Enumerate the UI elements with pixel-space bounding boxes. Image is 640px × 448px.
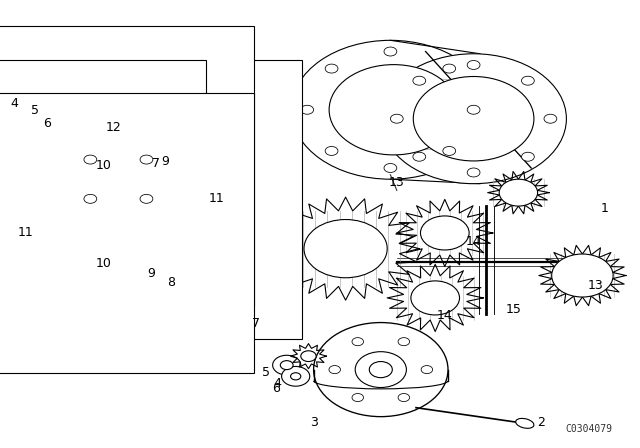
Circle shape xyxy=(413,76,426,85)
Circle shape xyxy=(413,152,426,161)
Text: 10: 10 xyxy=(96,159,111,172)
Ellipse shape xyxy=(499,179,538,206)
Ellipse shape xyxy=(40,125,68,144)
Text: 3: 3 xyxy=(310,415,317,429)
Circle shape xyxy=(329,366,340,374)
Circle shape xyxy=(352,338,364,346)
Circle shape xyxy=(84,155,97,164)
Ellipse shape xyxy=(314,323,448,417)
Circle shape xyxy=(390,114,403,123)
FancyBboxPatch shape xyxy=(0,60,302,339)
Text: 9: 9 xyxy=(161,155,169,168)
Circle shape xyxy=(15,116,30,126)
Text: 4: 4 xyxy=(10,97,18,111)
Circle shape xyxy=(72,223,152,279)
Circle shape xyxy=(291,373,301,380)
Circle shape xyxy=(147,161,179,184)
Circle shape xyxy=(467,105,480,114)
Circle shape xyxy=(100,167,136,192)
FancyBboxPatch shape xyxy=(0,60,206,339)
Ellipse shape xyxy=(282,366,310,386)
Text: 4: 4 xyxy=(274,376,282,390)
Text: 12: 12 xyxy=(106,121,122,134)
Text: 14: 14 xyxy=(437,309,452,323)
Circle shape xyxy=(237,195,269,217)
Circle shape xyxy=(195,258,278,316)
Text: 8: 8 xyxy=(168,276,175,289)
Circle shape xyxy=(467,60,480,69)
Circle shape xyxy=(301,351,316,362)
Circle shape xyxy=(522,152,534,161)
Text: 15: 15 xyxy=(506,302,522,316)
Circle shape xyxy=(398,338,410,346)
Circle shape xyxy=(192,148,282,211)
Circle shape xyxy=(179,153,218,180)
Circle shape xyxy=(467,168,480,177)
Text: 13: 13 xyxy=(389,176,404,190)
Circle shape xyxy=(325,146,338,155)
Text: 2: 2 xyxy=(537,415,545,429)
Circle shape xyxy=(384,47,397,56)
Circle shape xyxy=(6,166,102,233)
Ellipse shape xyxy=(329,65,458,155)
Text: 7: 7 xyxy=(252,317,260,330)
Circle shape xyxy=(140,194,153,203)
Circle shape xyxy=(136,242,220,300)
Text: 7: 7 xyxy=(152,157,159,170)
Ellipse shape xyxy=(28,116,56,135)
Text: 5: 5 xyxy=(31,103,39,117)
Circle shape xyxy=(352,393,364,401)
Circle shape xyxy=(94,238,130,263)
Ellipse shape xyxy=(273,355,301,375)
Circle shape xyxy=(79,151,158,207)
Text: 11: 11 xyxy=(209,192,224,205)
Circle shape xyxy=(384,164,397,172)
Circle shape xyxy=(325,64,338,73)
Text: 1: 1 xyxy=(601,202,609,215)
Text: 13: 13 xyxy=(588,279,603,292)
Circle shape xyxy=(49,131,60,138)
Circle shape xyxy=(421,366,433,374)
Ellipse shape xyxy=(355,352,406,388)
Text: 10: 10 xyxy=(96,257,111,270)
Ellipse shape xyxy=(80,142,170,152)
Ellipse shape xyxy=(35,121,48,130)
Circle shape xyxy=(522,76,534,85)
Circle shape xyxy=(128,148,198,197)
Ellipse shape xyxy=(369,362,392,378)
Text: 6: 6 xyxy=(273,382,280,396)
Text: 5: 5 xyxy=(262,366,269,379)
Circle shape xyxy=(136,248,172,273)
Ellipse shape xyxy=(304,220,387,278)
Ellipse shape xyxy=(516,418,534,428)
Circle shape xyxy=(84,194,97,203)
Ellipse shape xyxy=(280,361,293,370)
Circle shape xyxy=(544,114,557,123)
Text: 6: 6 xyxy=(44,116,51,130)
FancyBboxPatch shape xyxy=(0,26,254,306)
Text: 11: 11 xyxy=(18,225,33,239)
Circle shape xyxy=(116,235,191,287)
Circle shape xyxy=(301,105,314,114)
Ellipse shape xyxy=(291,40,490,179)
Ellipse shape xyxy=(413,77,534,161)
Ellipse shape xyxy=(381,54,566,184)
Circle shape xyxy=(216,272,257,301)
Ellipse shape xyxy=(80,145,170,156)
Circle shape xyxy=(160,140,237,194)
Circle shape xyxy=(29,181,80,217)
Text: 9: 9 xyxy=(147,267,155,280)
Circle shape xyxy=(214,164,259,195)
Circle shape xyxy=(157,257,198,285)
Text: 14: 14 xyxy=(466,234,481,248)
Circle shape xyxy=(443,146,456,155)
Circle shape xyxy=(140,155,153,164)
Ellipse shape xyxy=(411,281,460,315)
Circle shape xyxy=(443,64,456,73)
Circle shape xyxy=(398,393,410,401)
Ellipse shape xyxy=(552,254,613,297)
Text: C0304079: C0304079 xyxy=(565,424,612,434)
Ellipse shape xyxy=(420,216,469,250)
FancyBboxPatch shape xyxy=(0,93,254,373)
